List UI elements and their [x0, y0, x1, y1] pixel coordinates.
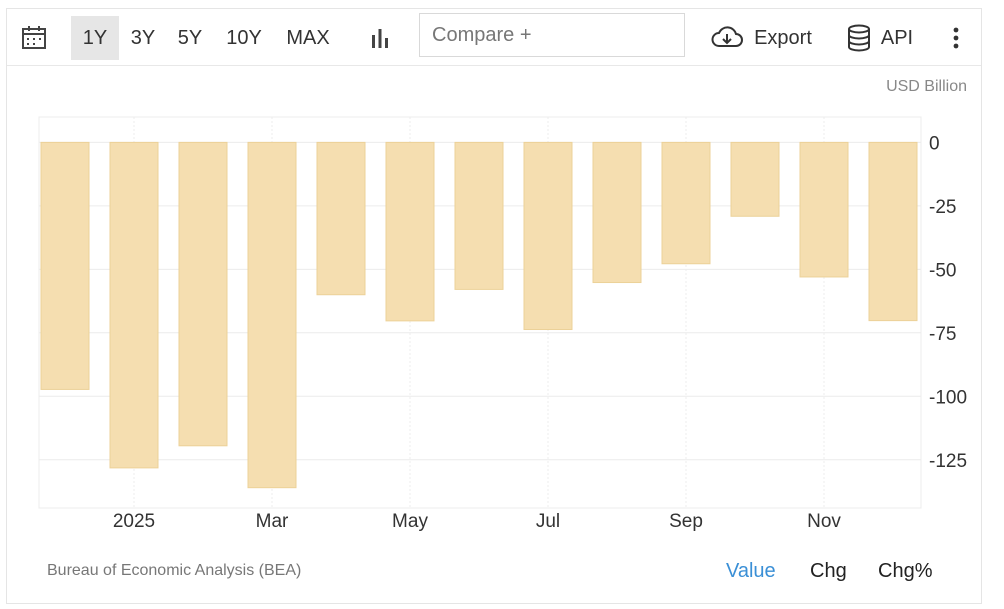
kebab-menu-icon: [953, 27, 959, 49]
bar[interactable]: [454, 141, 504, 290]
export-button[interactable]: Export: [705, 16, 817, 60]
more-button[interactable]: [943, 16, 969, 60]
api-button[interactable]: API: [841, 16, 919, 60]
bar[interactable]: [523, 141, 573, 331]
bar[interactable]: [247, 141, 297, 489]
bar[interactable]: [730, 141, 780, 217]
y-tick-label: -75: [929, 324, 956, 345]
bar-chart: 0 -25 -50 -75 -100 -125 2025 Mar May Jul Sep Nov: [38, 116, 967, 532]
source-label: Bureau of Economic Analysis (BEA): [47, 562, 302, 579]
chart-type-button[interactable]: [363, 16, 397, 60]
bar[interactable]: [592, 141, 642, 284]
bar[interactable]: [40, 141, 90, 390]
x-tick-label: May: [392, 511, 428, 532]
unit-label: USD Billion: [886, 78, 967, 95]
mode-chg-button[interactable]: Chg: [810, 560, 847, 582]
y-tick-label: -25: [929, 197, 956, 218]
mode-chgpct-button[interactable]: Chg%: [878, 560, 933, 582]
calendar-button[interactable]: [17, 16, 51, 60]
y-tick-label: 0: [929, 133, 940, 154]
plot-border: [38, 116, 922, 509]
range-10y-button[interactable]: 10Y: [226, 26, 262, 49]
range-5y-button[interactable]: 5Y: [177, 26, 203, 49]
y-tick-label: -50: [929, 260, 956, 281]
y-tick-label: -125: [929, 451, 967, 472]
y-axis: 0 -25 -50 -75 -100 -125: [929, 133, 967, 471]
x-tick-label: Sep: [669, 511, 703, 532]
range-1y-button[interactable]: 1Y: [71, 16, 119, 60]
bar[interactable]: [316, 141, 366, 296]
bar[interactable]: [661, 141, 711, 265]
bar-layer: [40, 141, 918, 489]
bar-chart-icon: [372, 29, 388, 48]
chart-widget: 1Y 3Y 5Y 10Y MAX Export: [6, 8, 982, 604]
bar[interactable]: [799, 141, 849, 278]
api-label: API: [880, 26, 914, 49]
export-label: Export: [754, 26, 812, 49]
bar[interactable]: [109, 141, 159, 469]
y-tick-label: -100: [929, 387, 967, 408]
compare-input[interactable]: [419, 13, 685, 57]
x-tick-label: Mar: [256, 511, 289, 532]
range-max-button[interactable]: MAX: [286, 26, 330, 49]
mode-value-button[interactable]: Value: [726, 560, 776, 582]
cloud-download-icon: [711, 26, 744, 47]
x-tick-label: Jul: [536, 511, 560, 532]
x-axis: 2025 Mar May Jul Sep Nov: [113, 511, 842, 532]
bar[interactable]: [868, 141, 918, 322]
x-tick-label: Nov: [807, 511, 841, 532]
range-3y-button[interactable]: 3Y: [130, 26, 156, 49]
database-icon: [847, 24, 870, 52]
bar[interactable]: [385, 141, 435, 322]
x-tick-label: 2025: [113, 511, 155, 532]
chart-toolbar: 1Y 3Y 5Y 10Y MAX Export: [7, 9, 981, 66]
bar[interactable]: [178, 141, 228, 447]
calendar-icon: [22, 26, 46, 49]
